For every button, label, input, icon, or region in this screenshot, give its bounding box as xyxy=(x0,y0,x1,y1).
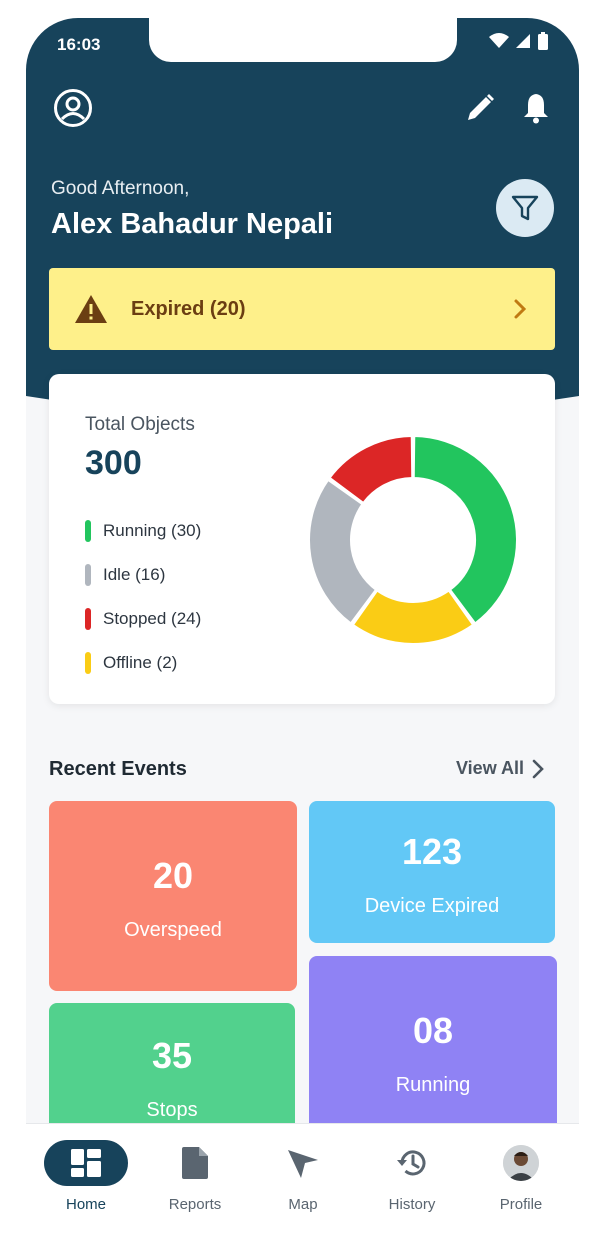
status-icons xyxy=(489,32,549,50)
nav-history[interactable]: History xyxy=(357,1124,467,1213)
wifi-icon xyxy=(489,33,509,48)
status-time: 16:03 xyxy=(57,35,101,54)
legend-stopped-marker xyxy=(85,608,91,630)
signal-icon xyxy=(516,34,530,48)
notifications-button[interactable] xyxy=(516,88,556,128)
chevron-right-icon xyxy=(532,759,544,778)
event-tile-overspeed[interactable]: 20 Overspeed xyxy=(49,801,297,991)
document-icon xyxy=(182,1147,208,1179)
legend-offline-marker xyxy=(85,652,91,674)
filter-icon xyxy=(511,195,539,221)
event-label: Overspeed xyxy=(124,919,222,941)
nav-reports-icon-wrap xyxy=(140,1134,250,1192)
total-objects-card: Total Objects 300 Running (30) Idle (16)… xyxy=(49,374,555,704)
person-icon xyxy=(503,1145,539,1181)
view-all-link[interactable]: View All xyxy=(456,758,544,779)
edit-button[interactable] xyxy=(460,88,500,128)
chevron-right-icon xyxy=(514,299,527,319)
bell-icon xyxy=(524,94,548,124)
event-count: 123 xyxy=(401,831,463,872)
view-all-label: View All xyxy=(456,758,525,778)
alert-text: Expired (20) xyxy=(131,297,246,320)
nav-history-icon-wrap xyxy=(357,1134,467,1192)
avatar xyxy=(503,1145,539,1181)
legend-running[interactable]: Running (30) xyxy=(85,509,201,553)
event-count: 20 xyxy=(152,855,194,896)
navigation-arrow-icon xyxy=(288,1150,318,1178)
phone-screen: 16:03 Good Afternoon, Alex Bahadur Nepal… xyxy=(26,18,579,1223)
legend-running-label: Running (30) xyxy=(103,521,202,540)
donut-segment-idle[interactable] xyxy=(308,478,378,625)
header-background xyxy=(26,18,579,438)
dashboard-icon xyxy=(71,1149,101,1177)
nav-label: Map xyxy=(288,1196,318,1213)
legend-running-marker xyxy=(85,520,91,542)
legend-offline[interactable]: Offline (2) xyxy=(85,641,201,685)
event-label: Running xyxy=(395,1074,471,1096)
donut-segment-running[interactable] xyxy=(412,434,518,625)
donut-segment-offline[interactable] xyxy=(351,589,475,645)
battery-icon xyxy=(538,32,548,50)
legend-idle[interactable]: Idle (16) xyxy=(85,553,201,597)
status-legend: Running (30) Idle (16) Stopped (24) Offl… xyxy=(85,509,201,685)
nav-profile-icon-wrap xyxy=(466,1134,576,1192)
history-icon xyxy=(397,1150,426,1176)
nav-profile[interactable]: Profile xyxy=(466,1124,576,1213)
notch xyxy=(149,18,457,62)
nav-map[interactable]: Map xyxy=(248,1124,358,1213)
donut-segment-stopped[interactable] xyxy=(328,434,414,505)
user-name: Alex Bahadur Nepali xyxy=(51,208,334,240)
nav-reports[interactable]: Reports xyxy=(140,1124,250,1213)
user-circle-icon xyxy=(54,89,92,127)
legend-stopped[interactable]: Stopped (24) xyxy=(85,597,201,641)
legend-stopped-label: Stopped (24) xyxy=(103,609,202,628)
recent-events-title: Recent Events xyxy=(49,758,187,780)
nav-label: History xyxy=(388,1196,436,1213)
total-objects-label: Total Objects xyxy=(85,414,195,435)
warning-icon xyxy=(75,295,107,323)
nav-label: Profile xyxy=(499,1196,543,1213)
event-count: 35 xyxy=(151,1035,193,1076)
status-donut-chart xyxy=(308,434,518,645)
event-label: Device Expired xyxy=(364,895,500,917)
filter-button[interactable] xyxy=(496,179,554,237)
nav-home-pill xyxy=(44,1140,128,1186)
expired-alert-banner[interactable]: Expired (20) xyxy=(49,268,555,350)
event-tile-device-expired[interactable]: 123 Device Expired xyxy=(309,801,555,943)
bottom-navigation: Home Reports Map xyxy=(26,1123,579,1223)
event-label: Stops xyxy=(146,1099,198,1121)
event-count: 08 xyxy=(412,1010,454,1051)
nav-map-icon-wrap xyxy=(248,1134,358,1192)
nav-label: Home xyxy=(65,1196,106,1213)
total-objects-value: 300 xyxy=(85,444,142,482)
nav-home[interactable]: Home xyxy=(31,1124,141,1213)
legend-idle-label: Idle (16) xyxy=(103,565,166,584)
nav-home-icon-wrap xyxy=(31,1134,141,1192)
legend-offline-label: Offline (2) xyxy=(103,653,178,672)
pencil-icon xyxy=(468,94,494,120)
greeting-text: Good Afternoon, xyxy=(51,178,190,199)
account-button[interactable] xyxy=(51,86,95,130)
legend-idle-marker xyxy=(85,564,91,586)
nav-label: Reports xyxy=(168,1196,222,1213)
